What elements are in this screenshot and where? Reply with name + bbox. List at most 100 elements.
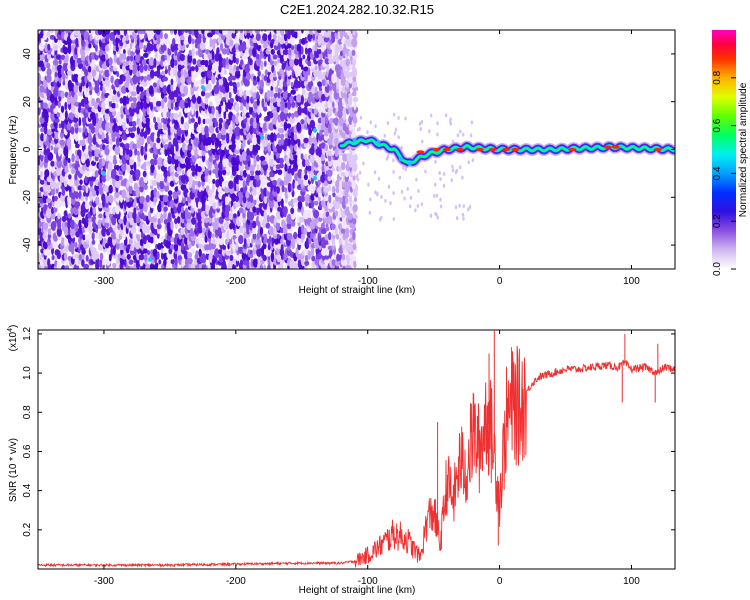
spectrogram-noise-cell xyxy=(224,220,230,230)
spectrogram-noise-cell xyxy=(246,94,250,104)
spectrogram-noise-cell xyxy=(217,187,223,193)
spectrogram-noise-cell xyxy=(186,169,193,177)
spectrogram-noise-cell xyxy=(245,112,251,118)
spectrogram-noise-cell xyxy=(200,253,207,264)
spectrogram-noise-cell xyxy=(280,122,284,127)
spectrogram-noise-cell xyxy=(192,58,197,65)
spectrogram-noise-cell xyxy=(146,121,151,132)
spectrogram-noise-cell xyxy=(188,49,193,57)
spectrogram-noise-cell xyxy=(145,194,150,203)
spectrogram-noise-cell xyxy=(104,221,110,229)
spectrogram-noise-cell xyxy=(173,30,177,35)
spectrogram-noise-cell xyxy=(90,145,97,151)
spectrogram-noise-cell xyxy=(287,48,292,56)
spectrogram-x-tick-label: -100 xyxy=(358,276,378,287)
spectrogram-noise-cell xyxy=(456,216,459,221)
spectrogram-noise-cell xyxy=(317,81,322,87)
spectrogram-noise-cell xyxy=(206,69,213,79)
spectrogram-noise-cell xyxy=(279,163,284,169)
spectrogram-peak xyxy=(432,147,441,152)
spectrogram-noise-cell xyxy=(256,164,260,171)
spectrogram-noise-cell xyxy=(122,117,127,123)
spectrogram-noise-cell xyxy=(69,162,72,169)
spectrogram-noise-cell xyxy=(91,239,96,245)
snr-y-ticks: 0.2 0.4 0.6 0.8 1.0 1.2 xyxy=(22,327,675,537)
snr-panel: -300 -200 -100 0 100 0.2 0.4 0.6 0.8 1.0 1.2 Heig… xyxy=(7,325,676,596)
spectrogram-noise-cell xyxy=(78,127,82,133)
spectrogram-noise-cell xyxy=(239,31,244,41)
spectrogram-noise-cell xyxy=(153,30,157,34)
spectrogram-noise-cell xyxy=(57,101,62,109)
spectrogram-noise-cell xyxy=(191,37,195,45)
spectrogram-noise-cell xyxy=(155,143,161,150)
spectrogram-noise-cell xyxy=(170,82,174,92)
spectrogram-noise-cell xyxy=(351,150,356,156)
spectrogram-noise-cell xyxy=(235,253,240,262)
spectrogram-noise-cell xyxy=(353,196,358,202)
spectrogram-noise-cell xyxy=(433,193,436,198)
spectrogram-noise-cell xyxy=(297,137,301,148)
spectrogram-noise-cell xyxy=(141,59,148,66)
spectrogram-noise-cell xyxy=(228,80,233,87)
spectrogram-noise-cell xyxy=(74,173,78,181)
spectrogram-noise-cell xyxy=(38,72,41,83)
spectrogram-noise-cell xyxy=(174,157,179,167)
spectrogram-peak xyxy=(511,147,520,152)
spectrogram-noise-cell xyxy=(280,138,285,146)
spectrogram-noise-cell xyxy=(341,171,346,177)
spectrogram-noise-cell xyxy=(358,126,361,131)
spectrogram-noise-cell xyxy=(302,54,306,60)
spectrogram-noise-cell xyxy=(291,101,296,108)
spectrogram-noise-cell xyxy=(180,74,186,85)
spectrogram-noise-cell xyxy=(129,249,135,256)
spectrogram-noise-cell xyxy=(73,122,79,128)
spectrogram-peak xyxy=(489,147,497,152)
spectrogram-noise-cell xyxy=(253,75,257,81)
spectrogram-noise-cell xyxy=(99,85,103,92)
spectrogram-noise-cell xyxy=(101,173,107,183)
spectrogram-noise-cell xyxy=(139,131,145,137)
spectrogram-noise-cell xyxy=(266,30,270,35)
spectrogram-noise-cell xyxy=(60,110,66,122)
spectrogram-noise-cell xyxy=(128,238,133,245)
spectrogram-noise-cell xyxy=(115,179,121,189)
spectrogram-noise-cell xyxy=(321,93,326,102)
spectrogram-noise-cell xyxy=(146,250,151,256)
spectrogram-noise-cell xyxy=(78,219,83,229)
spectrogram-noise-cell xyxy=(249,221,253,231)
spectrogram-noise-cell xyxy=(112,89,117,95)
spectrogram-noise-cell xyxy=(167,212,172,220)
spectrogram-noise-cell xyxy=(286,100,292,110)
spectrogram-peak xyxy=(603,145,612,149)
spectrogram-noise-cell xyxy=(150,163,155,174)
spectrogram-noise-cell xyxy=(243,237,247,248)
spectrogram-noise-cell xyxy=(352,64,356,72)
spectrogram-noise-cell xyxy=(204,59,209,68)
spectrogram-noise-cell xyxy=(222,58,227,68)
spectrogram-noise-cell xyxy=(101,226,107,237)
spectrogram-noise-cell xyxy=(282,49,289,56)
spectrogram-noise-cell xyxy=(98,73,102,83)
spectrogram-x-tick-label: -200 xyxy=(226,276,246,287)
spectrogram-noise-cell xyxy=(287,42,292,49)
spectrogram-noise-cell xyxy=(220,133,226,141)
spectrogram-noise-cell xyxy=(216,79,220,90)
spectrogram-noise-cell xyxy=(131,126,137,132)
spectrogram-noise-cell xyxy=(134,30,139,34)
spectrogram-noise-cell xyxy=(115,205,120,215)
spectrogram-noise-cell xyxy=(207,32,213,38)
spectrogram-noise-cell xyxy=(180,157,186,164)
spectrogram-noise-cell xyxy=(50,220,57,231)
spectrogram-noise-cell xyxy=(40,170,44,177)
spectrogram-noise-cell xyxy=(337,109,343,119)
spectrogram-noise-cell xyxy=(347,212,353,220)
spectrogram-noise-cell xyxy=(156,232,160,239)
spectrogram-noise-cell xyxy=(156,68,161,78)
spectrogram-noise-cell xyxy=(158,200,162,211)
spectrogram-noise-cell xyxy=(62,46,69,55)
spectrogram-noise-cell xyxy=(276,244,282,249)
spectrogram-noise-cell xyxy=(240,69,244,77)
spectrogram-noise-cell xyxy=(190,198,196,209)
spectrogram-noise-cell xyxy=(252,232,257,240)
spectrogram-noise-cell xyxy=(47,129,53,136)
